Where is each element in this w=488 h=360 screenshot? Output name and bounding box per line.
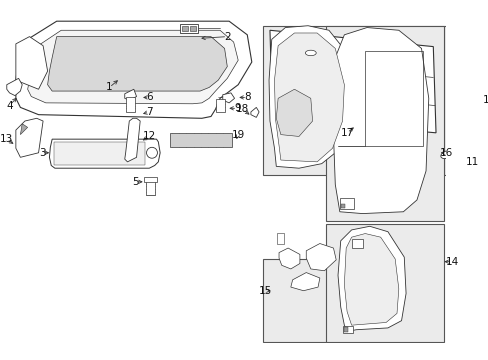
Text: 17: 17 — [340, 128, 353, 138]
Polygon shape — [269, 30, 435, 133]
Bar — [262, 26, 473, 175]
Polygon shape — [290, 273, 319, 291]
Bar — [342, 326, 353, 333]
Bar — [262, 259, 380, 342]
Bar — [215, 99, 224, 112]
Bar — [182, 26, 188, 31]
Text: 14: 14 — [445, 257, 458, 267]
Polygon shape — [344, 234, 398, 325]
Text: 15: 15 — [258, 286, 271, 296]
Bar — [365, 51, 423, 145]
Bar — [170, 133, 231, 147]
Text: 4: 4 — [6, 100, 13, 111]
Bar — [54, 142, 144, 166]
Bar — [325, 26, 443, 221]
Bar — [143, 177, 156, 182]
Polygon shape — [47, 37, 227, 91]
Polygon shape — [283, 100, 299, 119]
Text: 8: 8 — [244, 93, 250, 102]
Bar — [180, 24, 198, 33]
Polygon shape — [16, 37, 47, 89]
Bar — [340, 204, 345, 208]
Polygon shape — [337, 226, 405, 332]
Text: 18: 18 — [236, 104, 249, 114]
Ellipse shape — [305, 50, 316, 56]
Bar — [277, 233, 284, 243]
Polygon shape — [16, 118, 43, 157]
Polygon shape — [337, 67, 365, 79]
Text: 5: 5 — [132, 177, 139, 187]
Polygon shape — [20, 124, 28, 135]
Polygon shape — [124, 118, 140, 162]
Polygon shape — [333, 28, 428, 213]
Text: 7: 7 — [145, 107, 152, 117]
Text: 3: 3 — [39, 148, 45, 158]
Polygon shape — [410, 109, 426, 128]
Polygon shape — [334, 104, 350, 123]
Polygon shape — [7, 78, 22, 96]
Polygon shape — [49, 139, 160, 168]
Bar — [125, 98, 135, 112]
Text: 19: 19 — [231, 130, 244, 140]
Polygon shape — [223, 93, 234, 103]
Polygon shape — [268, 26, 353, 168]
Polygon shape — [274, 33, 344, 162]
Text: 12: 12 — [142, 131, 156, 141]
Text: 16: 16 — [439, 148, 452, 158]
Bar — [190, 26, 196, 31]
Bar — [325, 225, 443, 342]
Polygon shape — [387, 70, 414, 82]
Polygon shape — [276, 89, 312, 136]
Bar — [145, 179, 154, 195]
Polygon shape — [287, 65, 315, 77]
Bar — [351, 239, 362, 248]
Bar — [344, 327, 347, 332]
Polygon shape — [305, 243, 336, 271]
Bar — [339, 198, 354, 209]
Polygon shape — [279, 248, 299, 269]
Text: 10: 10 — [482, 95, 488, 105]
Text: 9: 9 — [233, 103, 240, 113]
Polygon shape — [359, 105, 375, 125]
Ellipse shape — [440, 150, 452, 159]
Bar — [274, 44, 285, 53]
Text: 1: 1 — [106, 82, 112, 93]
Polygon shape — [385, 107, 401, 126]
Circle shape — [146, 147, 157, 158]
Polygon shape — [250, 107, 259, 117]
Polygon shape — [124, 89, 136, 100]
Text: 6: 6 — [145, 93, 152, 102]
Polygon shape — [16, 21, 251, 118]
Polygon shape — [28, 30, 238, 104]
Text: 13: 13 — [0, 134, 13, 144]
Text: 11: 11 — [465, 157, 478, 167]
Polygon shape — [308, 102, 325, 121]
Text: 2: 2 — [224, 32, 230, 42]
